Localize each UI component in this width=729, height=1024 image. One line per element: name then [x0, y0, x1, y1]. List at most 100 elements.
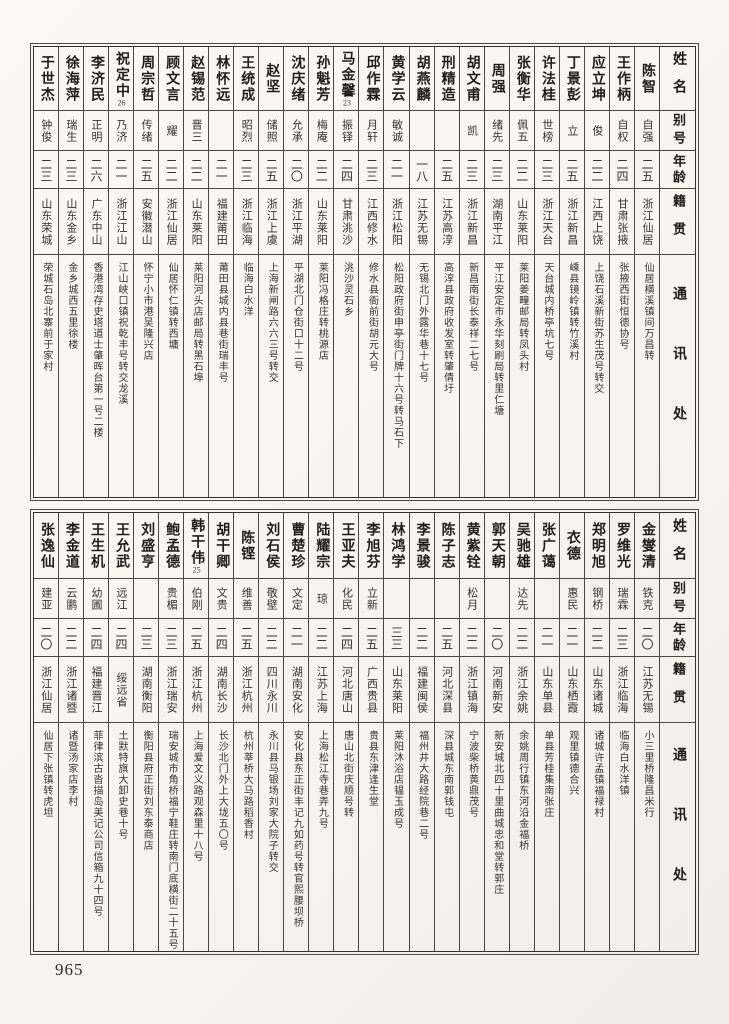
- person-name: 王作柄: [614, 54, 630, 103]
- person-name: 张广蔼: [539, 521, 555, 570]
- footnote-number: 26: [117, 98, 126, 107]
- person-native-place: 甘肃洮沙: [334, 189, 359, 255]
- person-name-cell: 衣德: [559, 513, 584, 579]
- person-name-cell: 李景骏: [409, 513, 434, 579]
- person-native-place: 浙江杭州: [184, 657, 209, 723]
- person-age: 二二: [584, 151, 609, 189]
- person-native-place: 山东金乡: [58, 189, 83, 255]
- person-alias: 琼: [309, 579, 334, 619]
- person-name-cell: 王允武: [108, 513, 134, 579]
- person-native-place: 浙江临海: [234, 189, 259, 255]
- person-name: 陈智: [640, 62, 655, 95]
- person-alias: 云鹏: [58, 579, 83, 619]
- person-native-place: 山东莱阳: [509, 189, 534, 255]
- person-name: 衣德: [564, 529, 580, 562]
- person-alias: 立新: [359, 579, 384, 619]
- person-address: 平湖北门仓街口十二号: [291, 262, 303, 372]
- person-native-place: 江西上饶: [584, 189, 609, 255]
- person-age: 二二: [509, 151, 534, 189]
- person-alias: 晋三: [184, 111, 209, 151]
- person-name: 王统成: [239, 54, 255, 103]
- header-column: 姓名 别号 年龄 籍贯 通讯处: [660, 47, 695, 497]
- person-native-place: 浙江江山: [108, 189, 134, 255]
- person-column: 于世杰 钟俊 二三 山东荣城 荣城石岛北寨前于家村: [33, 47, 59, 497]
- person-native-place: 福建晋江: [83, 657, 108, 723]
- person-native-place: 甘肃张掖: [609, 189, 634, 255]
- person-native-place: 河北唐山: [334, 657, 359, 723]
- person-name: 胡文甫: [464, 54, 480, 103]
- person-name-cell: 张衡华: [509, 47, 534, 111]
- person-native-place: 江苏高淳: [434, 189, 459, 255]
- person-name-cell: 邱作霖: [359, 47, 384, 111]
- person-name-cell: 孙魁芳: [309, 47, 334, 111]
- person-address: 余姚周行镇东河沿金福桥: [516, 730, 528, 851]
- person-age: 二四: [209, 619, 234, 657]
- person-alias: 振铎: [334, 111, 359, 151]
- person-column: 胡干卿 文贵 二四 湖南长沙 长沙北门外上大垅五〇号: [209, 513, 235, 951]
- person-name: 胡干卿: [214, 521, 230, 570]
- person-address: 临海白水洋: [241, 262, 253, 317]
- person-age: 二二: [159, 151, 184, 189]
- person-alias: 幼圃: [83, 579, 108, 619]
- person-age: 二三: [134, 619, 159, 657]
- person-column: 王亚夫 化民 二四 河北唐山 唐山北街庆顺号转: [334, 513, 360, 951]
- person-name: 李济民: [88, 54, 104, 103]
- person-column: 王统成 昭烈 二三 浙江临海 临海白水洋: [234, 47, 260, 497]
- person-name: 罗维光: [614, 521, 630, 570]
- person-address: 新昌南街长泰祥二七号: [466, 262, 478, 372]
- person-age: 二〇: [284, 151, 309, 189]
- person-name-cell: 胡文甫: [459, 47, 484, 111]
- person-name: 王亚夫: [339, 521, 355, 570]
- person-column: 邱作霖 月轩 二三 江西修水 修水县衙前街胡元大号: [359, 47, 385, 497]
- person-column: 王作柄 自权 二四 甘肃张掖 张掖西街恒德协号: [609, 47, 635, 497]
- person-native-place: 安徽潜山: [134, 189, 159, 255]
- person-alias: 瑞生: [58, 111, 83, 151]
- person-column: 徐海萍 瑞生 二三 山东金乡 金乡城西五里徐楼: [58, 47, 84, 497]
- person-column: 曹楚珍 文定 二一 湖南安化 安化县东正街丰记九如药号转官熙腰坝桥: [284, 513, 310, 951]
- person-name: 许法桂: [539, 54, 555, 103]
- person-age: 二三: [159, 619, 184, 657]
- person-address: 小三里桥隆昌米行: [642, 730, 653, 818]
- person-name-cell: 陈铿: [234, 513, 259, 579]
- person-name: 李金道: [63, 521, 79, 570]
- person-native-place: 浙江仙居: [159, 189, 184, 255]
- person-alias: 松月: [459, 579, 484, 619]
- person-name-cell: 许法桂: [534, 47, 559, 111]
- person-age: 二三: [459, 151, 484, 189]
- person-alias: 维善: [234, 579, 259, 619]
- person-alias: [484, 579, 509, 619]
- person-native-place: 浙江新昌: [459, 189, 484, 255]
- person-address: 瑞安城市角桥福宁鞋庄转南门底横街二十五号: [166, 730, 178, 950]
- person-age: 二二: [409, 619, 434, 657]
- person-name-cell: 曹楚珍: [284, 513, 309, 579]
- person-column: 韩干伟25 伯刚 二五 浙江杭州 上海爱文义路观森里十八号: [184, 513, 210, 951]
- person-column: 应立坤 俊 二二 江西上饶 上饶石溪新街苏生茂号转交: [584, 47, 610, 497]
- person-column: 张逸仙 建亚 二〇 浙江仙居 仙居下张镇转虎坦: [33, 513, 59, 951]
- person-address: 上饶石溪新街苏生茂号转交: [591, 262, 603, 394]
- person-alias: 佩五: [509, 111, 534, 151]
- person-alias: [409, 579, 434, 619]
- person-address: 莱阳姜疃邮局转凤头村: [516, 262, 528, 372]
- person-address: 永川县马银场刘家大院子转交: [266, 730, 278, 873]
- person-column: 张衡华 佩五 二二 山东莱阳 莱阳姜疃邮局转凤头村: [509, 47, 535, 497]
- person-alias: [534, 579, 559, 619]
- person-address: 高淳县政府收发室转肇倩圩: [441, 262, 453, 394]
- person-column: 顾文言 耀 二二 浙江仙居 仙居怀仁镇转西墉: [159, 47, 185, 497]
- person-native-place: 浙江仙居: [634, 189, 659, 255]
- person-alias: 文贵: [209, 579, 234, 619]
- person-address: 嵊县镜岭镇转竹溪村: [566, 262, 578, 361]
- person-address: 临海白水洋镇: [616, 730, 628, 796]
- person-name-cell: 马金馨23: [334, 47, 359, 111]
- header-alias: 别号: [660, 111, 695, 151]
- person-alias: 达先: [509, 579, 534, 619]
- person-name-cell: 应立坤: [584, 47, 609, 111]
- header-alias: 别号: [660, 579, 695, 619]
- header-column: 姓名 别号 年龄 籍贯 通讯处: [660, 513, 695, 951]
- person-column: 赵坚 储照 二五 浙江上虞 上海新闸路六六三号转交: [259, 47, 285, 497]
- person-alias: 传绪: [134, 111, 159, 151]
- person-address: 无锡北门外露华巷十七号: [416, 262, 428, 383]
- person-address: 仙居怀仁镇转西墉: [166, 262, 178, 350]
- person-alias: 乃济: [108, 111, 134, 151]
- person-name: 王允武: [114, 521, 130, 570]
- person-age: 二一: [284, 619, 309, 657]
